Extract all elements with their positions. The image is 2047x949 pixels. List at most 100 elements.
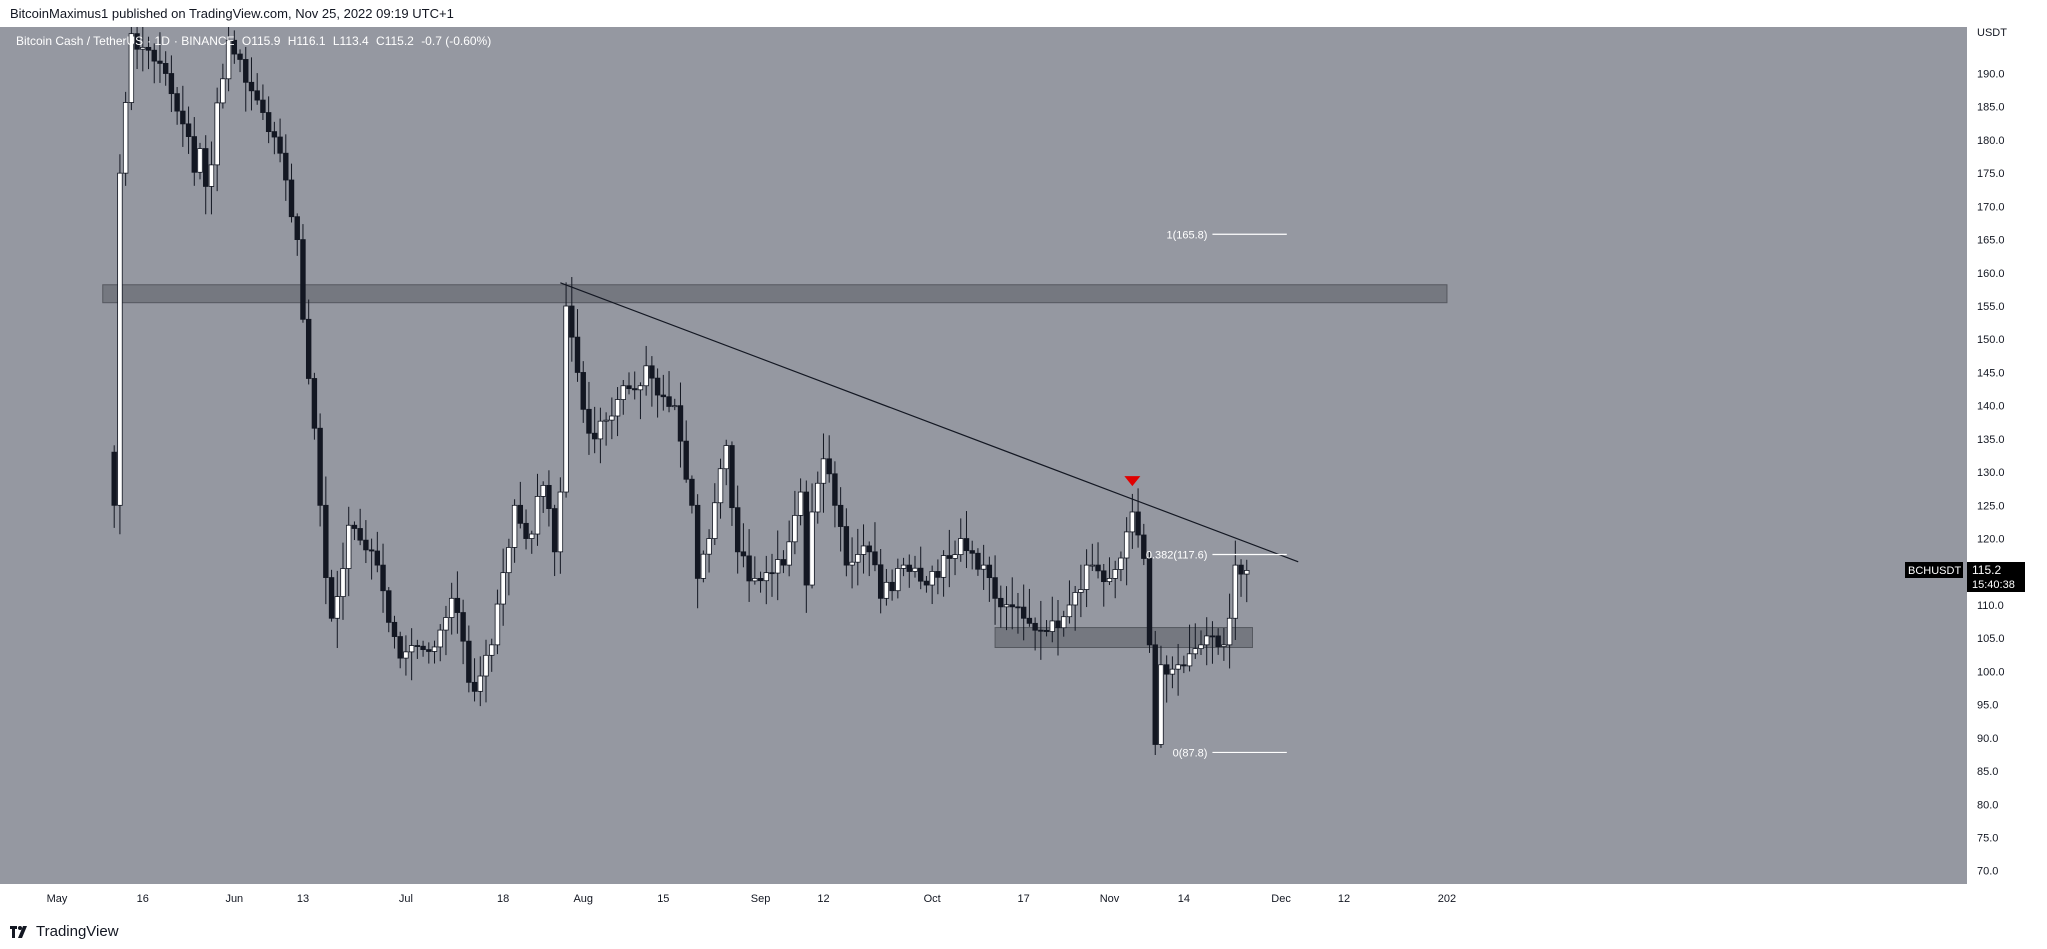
candle-up[interactable] bbox=[637, 385, 644, 391]
candle-down[interactable] bbox=[237, 53, 243, 60]
candle-down[interactable] bbox=[243, 59, 249, 83]
candle-up[interactable] bbox=[792, 514, 798, 543]
candle-up[interactable] bbox=[489, 644, 495, 656]
candle-down[interactable] bbox=[843, 526, 850, 566]
candle-up[interactable] bbox=[540, 484, 546, 497]
candle-up[interactable] bbox=[506, 547, 512, 574]
candle-up[interactable] bbox=[1072, 592, 1078, 606]
candle-down[interactable] bbox=[963, 538, 970, 552]
candle-down[interactable] bbox=[323, 504, 329, 578]
candle-down[interactable] bbox=[454, 597, 461, 613]
candle-up[interactable] bbox=[1118, 557, 1124, 570]
candle-down[interactable] bbox=[380, 564, 386, 592]
candle-down[interactable] bbox=[757, 578, 764, 582]
candle-down[interactable] bbox=[300, 239, 306, 320]
candle-up[interactable] bbox=[1049, 620, 1055, 632]
candle-up[interactable] bbox=[1158, 664, 1164, 745]
candle-down[interactable] bbox=[546, 484, 552, 509]
candle-down[interactable] bbox=[363, 539, 369, 551]
candle-down[interactable] bbox=[866, 545, 872, 553]
candle-down[interactable] bbox=[1043, 629, 1050, 632]
candle-down[interactable] bbox=[460, 612, 466, 642]
candle-up[interactable] bbox=[557, 491, 564, 553]
candle-up[interactable] bbox=[1003, 604, 1010, 608]
candle-down[interactable] bbox=[374, 550, 381, 566]
candle-down[interactable] bbox=[203, 148, 209, 187]
candle-down[interactable] bbox=[580, 372, 586, 410]
candle-down[interactable] bbox=[1095, 564, 1101, 572]
candle-up[interactable] bbox=[500, 572, 506, 605]
candle-down[interactable] bbox=[145, 46, 152, 51]
candle-up[interactable] bbox=[1123, 531, 1130, 559]
candle-down[interactable] bbox=[1009, 604, 1015, 608]
candle-down[interactable] bbox=[311, 378, 318, 429]
candle-down[interactable] bbox=[946, 555, 953, 559]
candle-up[interactable] bbox=[815, 482, 821, 513]
candle-up[interactable] bbox=[443, 617, 449, 631]
candle-down[interactable] bbox=[918, 567, 924, 582]
candle-down[interactable] bbox=[586, 408, 592, 434]
candle-down[interactable] bbox=[471, 681, 478, 692]
candle-up[interactable] bbox=[706, 538, 712, 555]
candle-down[interactable] bbox=[386, 590, 392, 623]
candle-down[interactable] bbox=[368, 549, 375, 552]
candle-up[interactable] bbox=[1221, 644, 1227, 647]
candle-down[interactable] bbox=[734, 507, 741, 553]
candle-up[interactable] bbox=[820, 458, 827, 484]
candle-up[interactable] bbox=[860, 545, 867, 555]
candle-up[interactable] bbox=[1204, 635, 1210, 646]
candle-up[interactable] bbox=[643, 365, 649, 387]
candle-down[interactable] bbox=[466, 640, 472, 683]
candle-down[interactable] bbox=[574, 336, 581, 373]
candle-down[interactable] bbox=[889, 581, 895, 592]
candle-up[interactable] bbox=[340, 568, 346, 597]
candle-down[interactable] bbox=[1238, 564, 1244, 575]
candle-down[interactable] bbox=[1055, 620, 1061, 629]
time-axis[interactable]: May 16 Jun 13 Jul 18 Aug 15 Sep 12 Oct 17 Nov 14 Dec 12… bbox=[0, 884, 2047, 911]
candle-up[interactable] bbox=[797, 491, 804, 516]
candle-up[interactable] bbox=[809, 511, 815, 586]
candle-up[interactable] bbox=[1061, 616, 1067, 629]
candle-down[interactable] bbox=[1181, 664, 1187, 667]
candle-down[interactable] bbox=[694, 504, 701, 579]
price-axis-scale[interactable]: USDT 70.0 75.0 80.0 85.0 90.0 95.0 100.0 105.0 11… bbox=[1967, 27, 2047, 884]
candle-down[interactable] bbox=[414, 645, 421, 647]
candle-up[interactable] bbox=[346, 524, 352, 569]
candle-up[interactable] bbox=[1083, 564, 1090, 590]
candle-down[interactable] bbox=[1038, 629, 1044, 632]
candle-down[interactable] bbox=[288, 179, 295, 218]
candle-down[interactable] bbox=[185, 123, 192, 137]
candle-down[interactable] bbox=[935, 571, 941, 578]
candle-down[interactable] bbox=[998, 597, 1004, 608]
candle-down[interactable] bbox=[746, 555, 752, 582]
candle-down[interactable] bbox=[1101, 570, 1107, 583]
candle-down[interactable] bbox=[591, 432, 598, 440]
candle-up[interactable] bbox=[483, 654, 489, 677]
candle-up[interactable] bbox=[1198, 644, 1204, 650]
candle-down[interactable] bbox=[231, 39, 238, 55]
candle-up[interactable] bbox=[1106, 578, 1113, 583]
candle-up[interactable] bbox=[609, 415, 615, 421]
candle-down[interactable] bbox=[254, 90, 260, 101]
candle-up[interactable] bbox=[1186, 653, 1193, 667]
candle-down[interactable] bbox=[174, 93, 180, 112]
candle-up[interactable] bbox=[197, 148, 203, 173]
candle-down[interactable] bbox=[248, 81, 255, 92]
candle-up[interactable] bbox=[334, 596, 340, 619]
candle-down[interactable] bbox=[1135, 511, 1141, 536]
candle-down[interactable] bbox=[283, 152, 289, 181]
candle-down[interactable] bbox=[969, 550, 975, 554]
candle-down[interactable] bbox=[872, 551, 878, 566]
candle-up[interactable] bbox=[614, 399, 621, 417]
candle-down[interactable] bbox=[191, 136, 197, 173]
support-resistance-zone[interactable] bbox=[102, 284, 1448, 304]
candle-up[interactable] bbox=[128, 33, 135, 103]
candle-down[interactable] bbox=[832, 473, 838, 506]
candle-down[interactable] bbox=[906, 564, 912, 572]
candle-up[interactable] bbox=[1112, 569, 1118, 579]
candle-up[interactable] bbox=[786, 541, 792, 566]
candle-up[interactable] bbox=[855, 554, 861, 563]
candle-down[interactable] bbox=[1215, 635, 1221, 647]
candle-down[interactable] bbox=[826, 458, 832, 475]
candle-down[interactable] bbox=[689, 478, 695, 506]
